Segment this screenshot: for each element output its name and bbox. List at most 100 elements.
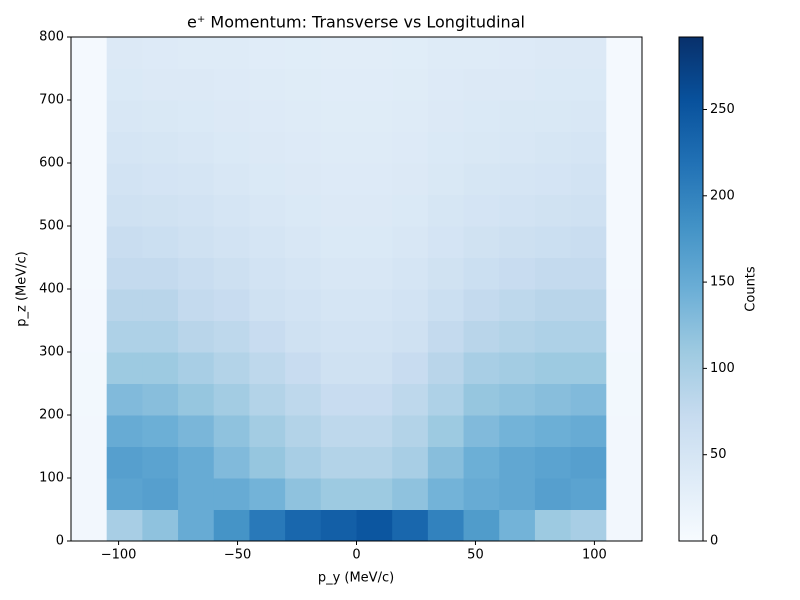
heatmap-cell [499, 446, 536, 479]
heatmap-cell [320, 352, 357, 384]
heatmap-cell [249, 383, 286, 416]
heatmap-cell [499, 100, 536, 132]
heatmap-cell [499, 131, 536, 164]
heatmap-cell [392, 446, 429, 479]
heatmap-cell [285, 383, 322, 416]
heatmap-cell [570, 446, 607, 479]
heatmap-cell [71, 383, 108, 416]
heatmap-cell [249, 352, 286, 384]
heatmap-cell [106, 131, 143, 164]
heatmap-cell [463, 415, 500, 447]
heatmap-cell [356, 446, 393, 479]
heatmap-cell [142, 352, 179, 384]
heatmap-cell [106, 320, 143, 353]
heatmap-cell [71, 37, 108, 69]
y-tick-label: 800 [39, 30, 64, 45]
heatmap-cell [285, 131, 322, 164]
heatmap-cell [213, 352, 250, 384]
heatmap-cell [285, 257, 322, 290]
heatmap-cell [463, 478, 500, 510]
heatmap-cell [427, 320, 465, 353]
heatmap-cell [570, 415, 607, 447]
heatmap-cell [249, 415, 286, 447]
heatmap-cell [606, 415, 643, 447]
heatmap-cell [213, 194, 250, 227]
heatmap-cell [213, 446, 250, 479]
heatmap-cell [71, 509, 108, 542]
heatmap-cell [71, 289, 108, 321]
heatmap-cell [534, 68, 572, 101]
heatmap-cell [427, 226, 465, 258]
heatmap-cell [534, 415, 572, 447]
heatmap-cell [534, 131, 572, 164]
heatmap-cell [392, 194, 429, 227]
heatmap-cell [106, 509, 143, 542]
heatmap-cell [106, 68, 143, 101]
y-tick-label: 100 [39, 471, 64, 486]
heatmap-cell [570, 100, 607, 132]
y-tick-label: 600 [39, 156, 64, 171]
heatmap-cell [106, 352, 143, 384]
heatmap-cell [356, 257, 393, 290]
y-tick-label: 200 [39, 408, 64, 423]
heatmap-cell [142, 509, 179, 542]
heatmap-cell [178, 226, 215, 258]
heatmap-cell [285, 289, 322, 321]
heatmap-cell [106, 289, 143, 321]
heatmap-cell [106, 37, 143, 69]
heatmap-cell [463, 68, 500, 101]
heatmap-cell [356, 100, 393, 132]
heatmap-cell [213, 131, 250, 164]
heatmap-cell [534, 163, 572, 195]
heatmap-cell [71, 100, 108, 132]
heatmap-cell [178, 320, 215, 353]
heatmap-cell [463, 194, 500, 227]
heatmap-cell [606, 37, 643, 69]
heatmap-cell [142, 446, 179, 479]
heatmap-cell [249, 68, 286, 101]
heatmap-cell [320, 163, 357, 195]
heatmap-cell [570, 478, 607, 510]
colorbar [678, 36, 704, 542]
colorbar-tick-label: 100 [710, 361, 735, 376]
heatmap-cell [71, 415, 108, 447]
heatmap-cell [534, 194, 572, 227]
heatmap-cell [392, 320, 429, 353]
heatmap-cell [534, 478, 572, 510]
heatmap-cell [463, 37, 500, 69]
heatmap-cell [106, 226, 143, 258]
heatmap-cell [463, 289, 500, 321]
heatmap-cell [142, 320, 179, 353]
heatmap-cell [392, 163, 429, 195]
heatmap-cell [320, 226, 357, 258]
heatmap-cell [356, 320, 393, 353]
heatmap-cell [570, 509, 607, 542]
heatmap-cell [356, 383, 393, 416]
heatmap-cell [606, 320, 643, 353]
heatmap-cell [570, 383, 607, 416]
heatmap-cell [142, 257, 179, 290]
heatmap-cell [392, 68, 429, 101]
heatmap-cell [213, 37, 250, 69]
heatmap-cell [392, 131, 429, 164]
y-tick-label: 0 [56, 534, 64, 549]
heatmap-cell [320, 257, 357, 290]
heatmap-cell [178, 289, 215, 321]
heatmap-cell [142, 415, 179, 447]
heatmap-cell [606, 131, 643, 164]
heatmap-cell [71, 226, 108, 258]
heatmap-cell [71, 446, 108, 479]
heatmap-cell [463, 131, 500, 164]
heatmap-cell [178, 68, 215, 101]
heatmap-cell [178, 446, 215, 479]
heatmap-cell [356, 415, 393, 447]
heatmap-cell [606, 509, 643, 542]
heatmap-cell [213, 478, 250, 510]
heatmap-cell [249, 194, 286, 227]
heatmap-cell [71, 257, 108, 290]
heatmap-cell [392, 37, 429, 69]
x-tick-label: −100 [101, 548, 137, 563]
heatmap-cell [570, 131, 607, 164]
heatmap-cell [285, 446, 322, 479]
heatmap-cell [606, 289, 643, 321]
